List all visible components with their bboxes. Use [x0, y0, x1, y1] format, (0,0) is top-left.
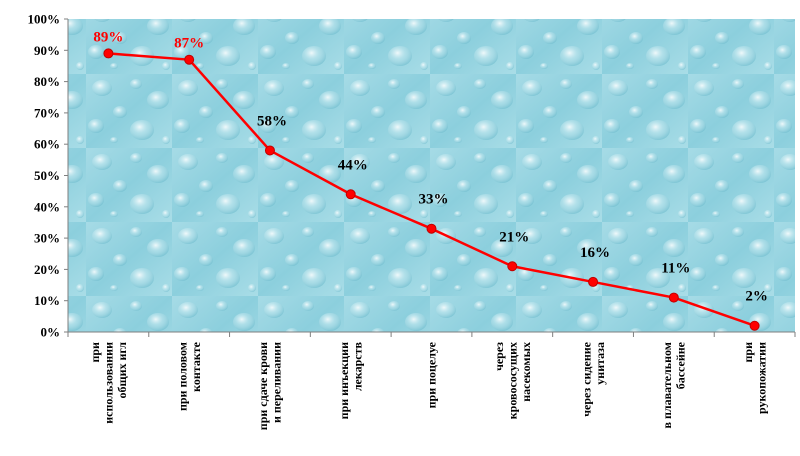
x-category-label-line: при поцелуе [425, 341, 439, 408]
x-category-label: при сдаче крови и переливании [256, 342, 284, 430]
x-category-label: при использовании общих игл [88, 342, 129, 424]
x-category-label-line: использовании [101, 342, 115, 424]
y-tick-label: 50% [34, 168, 60, 183]
data-label: 33% [419, 192, 449, 208]
data-point [103, 48, 114, 59]
data-point [668, 292, 679, 303]
x-category-label: при инъекции лекарств [337, 341, 365, 419]
x-category-label: при половом контакте [175, 341, 203, 411]
x-category-label-line: при инъекции [337, 342, 351, 419]
x-category-label-line: кровососущих [505, 342, 519, 419]
y-tick-label: 60% [34, 137, 60, 152]
y-tick-label: 40% [34, 199, 60, 214]
y-tick-label: 70% [34, 105, 60, 120]
x-category-label: через сидение унитаза [579, 341, 607, 416]
data-point [264, 145, 275, 156]
data-label: 2% [745, 289, 768, 305]
y-tick-label: 30% [34, 231, 60, 246]
y-tick-label: 10% [34, 293, 60, 308]
data-label: 89% [93, 29, 123, 45]
y-tick-label: 90% [34, 43, 60, 58]
y-tick-label: 80% [34, 74, 60, 89]
x-category-label-line: и переливании [270, 342, 284, 423]
x-category-label-line: через [492, 342, 506, 371]
data-point [507, 261, 518, 272]
x-category-label-line: лекарств [350, 341, 364, 391]
data-points [103, 48, 760, 331]
data-point [749, 320, 760, 331]
x-category-label: через кровососущих насекомых [492, 342, 533, 419]
x-category-label: при поцелуе [425, 341, 439, 408]
y-tick-label: 100% [28, 12, 61, 27]
x-category-label-line: контакте [189, 341, 203, 392]
x-category-label-line: бассейне [674, 341, 688, 389]
y-tick-label: 0% [41, 325, 61, 340]
x-category-label-line: через сидение [579, 341, 593, 416]
data-point [345, 189, 356, 200]
x-category-label-line: при [88, 342, 102, 363]
x-category-label-line: рукопожатии [754, 342, 768, 414]
x-category-label: в плавательном бассейне [660, 341, 688, 428]
data-point [184, 54, 195, 65]
x-category-label-line: насекомых [519, 342, 533, 402]
y-tick-label: 20% [34, 262, 60, 277]
data-label: 87% [174, 36, 204, 52]
x-category-label-line: при [741, 342, 755, 363]
x-category-label-line: при сдаче крови [256, 342, 270, 430]
axes [64, 18, 796, 337]
data-point [426, 223, 437, 234]
data-label: 21% [499, 229, 529, 245]
data-label: 16% [580, 245, 610, 261]
x-axis-category-labels: при использовании общих игл при половом конт… [88, 341, 768, 430]
data-point [588, 276, 599, 287]
data-label: 58% [257, 113, 287, 129]
x-category-label-line: общих игл [115, 342, 129, 399]
y-axis-tick-labels: 0% 10% 20% 30% 40% 50% 60% 70% 80% 90% 100% [28, 12, 61, 340]
x-category-label-line: при половом [175, 342, 189, 411]
x-category-label: при рукопожатии [741, 342, 769, 414]
x-category-label-line: в плавательном [660, 342, 674, 428]
data-labels: 89% 87% 58% 44% 33% 21% 16% 11% 2% [93, 29, 767, 304]
data-label: 11% [661, 261, 690, 277]
plot-area [68, 19, 795, 332]
data-label: 44% [338, 157, 368, 173]
x-category-label-line: унитаза [593, 342, 607, 385]
